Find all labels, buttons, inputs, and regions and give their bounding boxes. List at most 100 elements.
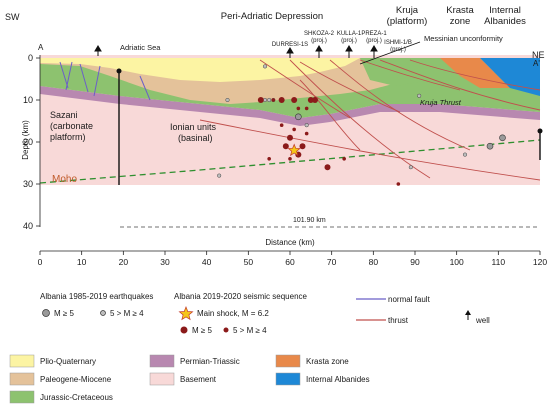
main-shock-star-icon — [178, 306, 194, 321]
well-arrowhead — [370, 45, 378, 52]
x-tick-label: 20 — [119, 257, 129, 267]
sequence-quake-m5 — [257, 97, 264, 103]
sazani-label: platform) — [50, 132, 86, 142]
thrust-fault — [299, 79, 361, 151]
thrust-fault — [329, 59, 471, 151]
well-label: PREZA-1 — [361, 31, 387, 37]
krasta-zone-layer — [440, 58, 510, 88]
sequence-quake-m4 — [279, 123, 284, 127]
internal-albanides-layer — [480, 58, 540, 96]
kruja-platform-layer — [360, 58, 470, 86]
y-tick-label: 30 — [23, 179, 33, 189]
historic-quake-m5 — [486, 142, 494, 150]
krasta-subtitle: zone — [450, 16, 471, 27]
well-label: (proj.) — [390, 47, 406, 53]
sequence-quake-m4 — [296, 106, 301, 111]
well-label: (proj.) — [341, 38, 357, 44]
ionian-label: Ionian units — [170, 122, 217, 132]
internal-albanides-subtitle: Albanides — [484, 16, 526, 27]
legend: Albania 1985-2019 earthquakes M ≥ 5 5 > … — [9, 292, 490, 404]
y-tick-label: 20 — [23, 137, 33, 147]
kruja-title: Kruja — [396, 5, 419, 16]
eq-m4-label: 5 > M ≥ 4 — [110, 309, 144, 318]
moho-label: Moho — [52, 174, 77, 185]
seq-m4-label: 5 > M ≥ 4 — [233, 326, 267, 335]
sequence-quake-m5 — [291, 97, 298, 103]
main-shock-star — [287, 143, 301, 157]
sequence-quake-m5 — [278, 97, 285, 103]
historic-quake-m5 — [295, 113, 302, 121]
normal-fault — [65, 61, 73, 91]
well-labels: DURRESI-1S SHKOZA-2 (proj.) KULLA-1 (pro… — [272, 31, 412, 53]
ionian-label: (basinal) — [178, 133, 213, 143]
region-title: Peri-Adriatic Depression — [221, 11, 323, 22]
eq-m5-symbol — [42, 309, 50, 317]
sequence-quake-m5 — [287, 134, 293, 141]
plot-axes: 0 10 20 30 40 0 10 20 30 40 50 60 70 80 90 100 110 120 D… — [21, 53, 547, 267]
x-tick-label: 60 — [285, 257, 295, 267]
adriatic-sea-label: Adriatic Sea — [120, 43, 161, 52]
messinian-unconformity-label: Messinian unconformity — [424, 34, 503, 43]
thrust-fault — [359, 59, 461, 91]
x-tick-label: 40 — [202, 257, 212, 267]
well-label: KULLA-1 — [337, 31, 362, 37]
well-top-marker — [116, 68, 122, 74]
historic-quake-m4 — [225, 97, 230, 103]
historic-quake-m4 — [462, 152, 468, 157]
normal-fault-label: normal fault — [388, 295, 431, 304]
sequence-quake-m5 — [307, 97, 314, 103]
messinian-unconformity-line — [359, 41, 421, 65]
unit-label: Jurassic-Cretaceous — [40, 393, 113, 402]
seq-m5-label: M ≥ 5 — [192, 326, 213, 335]
thrust-label: thrust — [388, 316, 409, 325]
section-labels: Adriatic Sea Messinian unconformity Saza… — [50, 34, 503, 224]
eq-legend-title: Albania 1985-2019 earthquakes — [40, 292, 153, 301]
thrust-fault — [409, 59, 541, 91]
sazani-label: (carbonate — [50, 121, 93, 131]
kruja-subtitle: (platform) — [387, 16, 428, 27]
sequence-quake-m4 — [304, 106, 309, 111]
normal-fault — [79, 63, 89, 93]
thrust-faults — [199, 59, 541, 181]
sw-label: SW — [5, 12, 20, 22]
unit-label: Internal Albanides — [306, 375, 370, 384]
well-arrows — [94, 45, 378, 58]
x-tick-label: 120 — [533, 257, 547, 267]
krasta-title: Krasta — [446, 5, 474, 16]
y-tick-label: 0 — [28, 53, 33, 63]
x-tick-label: 110 — [492, 257, 506, 267]
thrust-fault — [199, 119, 541, 181]
earthquake-marks — [217, 64, 506, 186]
swatch-krasta-zone — [275, 354, 301, 368]
swatch-permian-triassic — [149, 354, 175, 368]
thrust-fault — [259, 59, 351, 119]
well-arrowhead-icon — [465, 310, 471, 315]
well-label: (proj.) — [311, 38, 327, 44]
sazani-label: Sazani — [50, 110, 78, 120]
well-arrowhead — [315, 45, 323, 52]
seq-m5-symbol — [180, 326, 188, 334]
x-tick-label: 90 — [410, 257, 420, 267]
sequence-quake-m4 — [288, 157, 292, 161]
sequence-quake-m5 — [299, 143, 306, 150]
distance-note: 101.90 km — [293, 217, 326, 224]
well-arrowhead — [94, 45, 102, 52]
x-tick-label: 0 — [38, 257, 43, 267]
x-tick-label: 70 — [327, 257, 337, 267]
sequence-quake-m4 — [342, 157, 346, 161]
historic-quake-m5 — [499, 134, 506, 142]
unit-label: Permian-Triassic — [180, 357, 240, 366]
historic-quake-m4 — [217, 173, 222, 178]
internal-albanides-title: Internal — [489, 5, 521, 16]
profile-start-label: A — [38, 43, 44, 52]
swatch-internal-albanides — [275, 372, 301, 386]
well-arrowhead — [345, 45, 353, 52]
thrust-fault — [299, 61, 401, 113]
well-label: SHKOZA-2 — [304, 31, 335, 37]
unit-label: Paleogene-Miocene — [40, 375, 112, 384]
ne-label: NE — [532, 50, 545, 60]
profile-end-label: A' — [533, 59, 540, 68]
y-axis-label: Depth (km) — [21, 120, 30, 160]
well-arrowhead — [286, 47, 294, 54]
main-shock-label: Main shock, M = 6.2 — [197, 309, 269, 318]
